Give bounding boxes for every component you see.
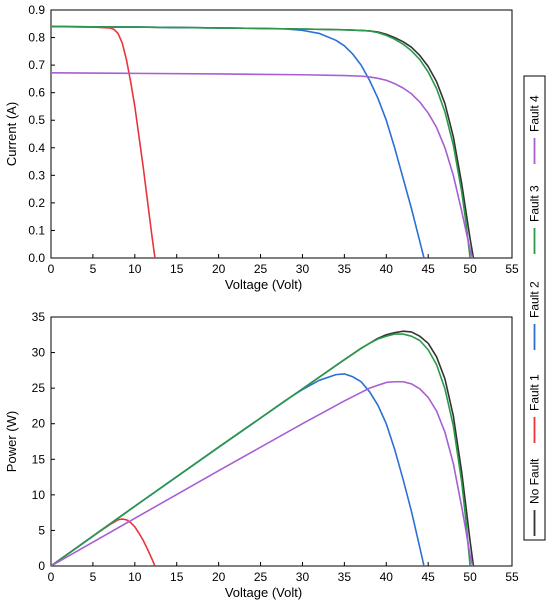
series-line-fault-2 xyxy=(51,25,425,258)
y-axis-label: Power (W) xyxy=(4,411,19,472)
y-tick-label: 15 xyxy=(32,452,46,466)
series-line-fault-4 xyxy=(51,72,474,258)
x-axis-label: Voltage (Volt) xyxy=(225,277,302,292)
legend-label: Fault 4 xyxy=(528,95,542,132)
series-line-fault-3 xyxy=(51,25,471,258)
y-tick-label: 0.9 xyxy=(28,3,45,17)
y-tick-label: 25 xyxy=(32,381,46,395)
x-tick-label: 10 xyxy=(128,570,142,584)
x-tick-label: 30 xyxy=(296,570,310,584)
x-tick-label: 55 xyxy=(505,570,519,584)
y-tick-label: 0.2 xyxy=(28,196,45,210)
y-tick-label: 0.7 xyxy=(28,58,45,72)
y-tick-label: 0.1 xyxy=(28,223,45,237)
plot-frame xyxy=(50,9,513,259)
x-tick-label: 50 xyxy=(463,262,477,276)
x-tick-label: 20 xyxy=(212,262,226,276)
x-tick-label: 15 xyxy=(170,570,184,584)
legend-label: No Fault xyxy=(528,458,542,504)
plot-frame xyxy=(50,316,513,567)
x-tick-label: 5 xyxy=(90,262,97,276)
series-line-fault-4 xyxy=(51,380,474,566)
x-tick-label: 50 xyxy=(463,570,477,584)
series-line-fault-3 xyxy=(51,333,471,566)
x-tick-label: 55 xyxy=(505,262,519,276)
x-tick-label: 25 xyxy=(254,262,268,276)
series-line-fault-1 xyxy=(51,25,156,258)
y-tick-label: 5 xyxy=(38,523,45,537)
x-tick-label: 45 xyxy=(422,570,436,584)
y-tick-label: 0 xyxy=(38,559,45,573)
x-tick-label: 30 xyxy=(296,262,310,276)
x-tick-label: 40 xyxy=(380,570,394,584)
y-tick-label: 0.8 xyxy=(28,31,45,45)
x-tick-label: 0 xyxy=(48,262,55,276)
y-tick-label: 10 xyxy=(32,488,46,502)
x-tick-label: 45 xyxy=(422,262,436,276)
x-tick-label: 25 xyxy=(254,570,268,584)
y-tick-label: 0.6 xyxy=(28,86,45,100)
y-tick-label: 0.5 xyxy=(28,113,45,127)
series-line-fault-2 xyxy=(51,373,425,566)
series-line-no-fault xyxy=(51,25,475,258)
y-tick-label: 20 xyxy=(32,417,46,431)
y-tick-label: 0.3 xyxy=(28,168,45,182)
legend: No Fault Fault 1 Fault 2 Fault 3 Fault 4 xyxy=(523,75,546,541)
legend-label: Fault 2 xyxy=(528,281,542,318)
iv-chart: 0 5 10 15 20 25 30 35 40 45 50 55 0.0 0.1 0.2 0.3 0.4 0.5… xyxy=(4,3,519,292)
x-tick-label: 40 xyxy=(380,262,394,276)
x-axis-label: Voltage (Volt) xyxy=(225,585,302,600)
x-tick-label: 35 xyxy=(338,570,352,584)
y-tick-label: 0.4 xyxy=(28,141,45,155)
x-tick-label: 10 xyxy=(128,262,142,276)
y-tick-label: 35 xyxy=(32,310,46,324)
x-tick-label: 35 xyxy=(338,262,352,276)
y-tick-label: 30 xyxy=(32,346,46,360)
legend-box xyxy=(523,75,546,541)
legend-label: Fault 3 xyxy=(528,185,542,222)
y-tick-label: 0.0 xyxy=(28,251,45,265)
legend-label: Fault 1 xyxy=(528,374,542,411)
x-tick-label: 15 xyxy=(170,262,184,276)
x-tick-label: 20 xyxy=(212,570,226,584)
x-tick-label: 0 xyxy=(48,570,55,584)
y-axis-label: Current (A) xyxy=(4,102,19,166)
pv-chart: 0 5 10 15 20 25 30 35 40 45 50 55 0 5 10 15 20 25 30 35 Volt… xyxy=(4,310,519,600)
x-tick-label: 5 xyxy=(90,570,97,584)
series-line-fault-1 xyxy=(51,518,156,566)
